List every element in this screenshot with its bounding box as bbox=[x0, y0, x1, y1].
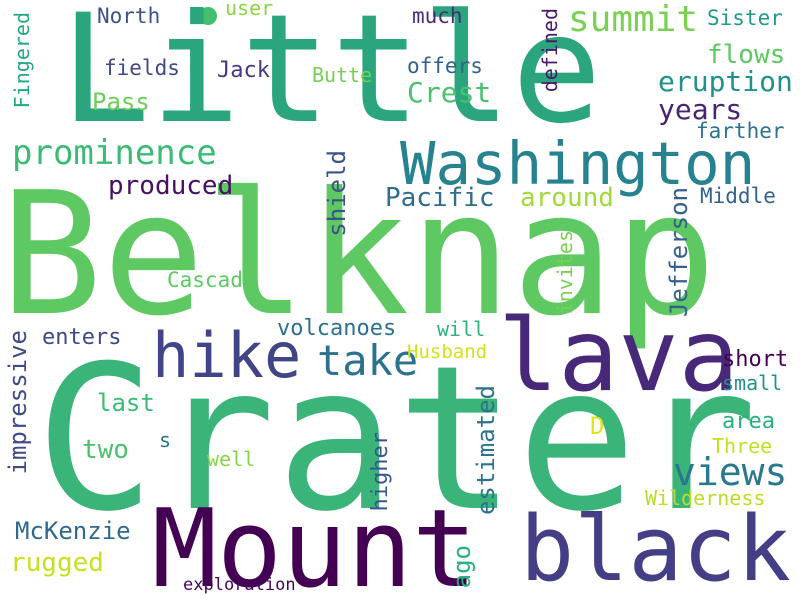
word-summit: summit bbox=[568, 0, 699, 40]
word-little: Little bbox=[60, 0, 602, 157]
word-area: area bbox=[722, 409, 775, 434]
word-lava: lava bbox=[498, 297, 739, 414]
word-small: small bbox=[722, 371, 783, 395]
word-s: s bbox=[159, 428, 172, 452]
word-flows: flows bbox=[707, 40, 786, 70]
word-crater: Crater bbox=[35, 323, 758, 556]
word-jefferson: Jefferson bbox=[665, 187, 693, 318]
word-fields: fields bbox=[104, 56, 180, 80]
word-short: short bbox=[722, 347, 789, 372]
word-two: two bbox=[82, 435, 129, 465]
word-higher: higher bbox=[368, 432, 393, 512]
word-well: well bbox=[207, 447, 256, 471]
word-three: Three bbox=[712, 434, 773, 458]
word-volcanoes: volcanoes bbox=[277, 316, 397, 341]
word-rugged: rugged bbox=[10, 548, 104, 578]
word-jack: Jack bbox=[217, 58, 270, 83]
word-crest: Crest bbox=[407, 76, 492, 109]
word-produced: produced bbox=[108, 171, 234, 201]
word-pacific: Pacific bbox=[385, 183, 495, 213]
word-years: years bbox=[658, 93, 743, 126]
word-ago: ago bbox=[448, 545, 476, 589]
word-much: much bbox=[412, 4, 463, 28]
word-estimated: estimated bbox=[472, 385, 500, 516]
word-sister: Sister bbox=[707, 6, 783, 30]
word-mount: Mount bbox=[152, 487, 478, 600]
word-around: around bbox=[520, 183, 614, 213]
word-invites: invites bbox=[553, 230, 577, 315]
word-user: user bbox=[225, 0, 274, 20]
word-middle: Middle bbox=[700, 184, 776, 208]
word-hike: hike bbox=[152, 319, 302, 392]
dot-mark bbox=[199, 7, 217, 25]
word-farther: farther bbox=[696, 119, 785, 143]
word-enters: enters bbox=[42, 325, 122, 350]
word-views: views bbox=[673, 450, 788, 494]
word-north: North bbox=[97, 4, 161, 28]
word-d: D bbox=[590, 412, 605, 440]
word-exploration: exploration bbox=[183, 575, 296, 595]
word-take: take bbox=[317, 336, 419, 385]
word-belknap: Belknap bbox=[0, 156, 717, 354]
word-cascade: Cascade bbox=[167, 268, 256, 292]
word-eruption: eruption bbox=[658, 65, 793, 98]
word-husband: Husband bbox=[407, 341, 488, 363]
word-will: will bbox=[437, 317, 486, 341]
word-butte: Butte bbox=[312, 63, 373, 87]
word-wilderness: Wilderness bbox=[645, 486, 766, 510]
word-prominence: prominence bbox=[12, 133, 217, 173]
word-pass: Pass bbox=[92, 88, 150, 116]
word-defined: defined bbox=[538, 8, 562, 93]
word-last: last bbox=[97, 389, 155, 417]
word-offers: offers bbox=[407, 54, 483, 78]
word-fingered: Fingered bbox=[10, 12, 34, 109]
word-mckenzie: McKenzie bbox=[15, 517, 131, 545]
word-black: black bbox=[520, 497, 791, 600]
word-impressive: impressive bbox=[4, 330, 32, 475]
word-shield: shield bbox=[323, 150, 351, 237]
word-washington: Washington bbox=[400, 129, 756, 198]
